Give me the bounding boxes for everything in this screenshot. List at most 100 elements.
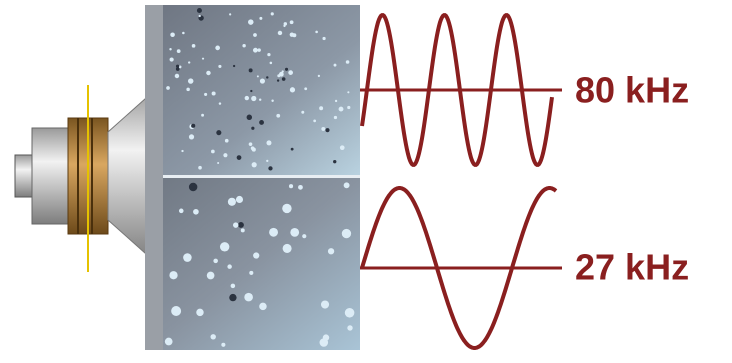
bubble [335, 100, 337, 102]
bubble [290, 20, 294, 24]
bubble [166, 86, 170, 90]
transducer [15, 85, 155, 272]
diagram: 80 kHz 27 kHz [0, 0, 732, 363]
bubble [259, 99, 261, 101]
bubble [199, 15, 201, 17]
bubble [197, 8, 202, 13]
bubble [259, 17, 262, 20]
bubble [249, 271, 253, 275]
bubble [228, 198, 236, 206]
bubble [182, 32, 185, 35]
bubble [231, 284, 236, 289]
bubble [229, 294, 236, 301]
bubble [229, 13, 231, 15]
bubble [257, 75, 259, 77]
bubble [169, 271, 177, 279]
bubble [198, 166, 202, 170]
bubble [170, 32, 175, 37]
bubble [278, 31, 282, 35]
bubble [176, 65, 179, 68]
bubble [339, 107, 344, 112]
bubble [218, 65, 221, 68]
bubble [183, 253, 192, 262]
bubble [225, 139, 229, 143]
bubble [251, 96, 256, 101]
bubble [313, 120, 316, 123]
bubble [227, 264, 231, 268]
bubble [347, 106, 350, 109]
bubble [334, 64, 337, 67]
bubble [271, 12, 274, 15]
bubble [304, 87, 307, 90]
frequency-label: 27 kHz [575, 247, 689, 288]
bubble [318, 75, 320, 77]
bubble [186, 88, 190, 92]
bubble [283, 25, 285, 27]
bubble [211, 150, 215, 154]
bubble [223, 153, 227, 157]
bubble [171, 306, 181, 316]
bubble [270, 62, 273, 65]
bubble [202, 58, 204, 60]
bubble [333, 160, 336, 163]
bubble [193, 209, 199, 215]
bubble [250, 90, 252, 92]
bubble [220, 242, 229, 251]
bubble [181, 150, 183, 152]
bubble [249, 142, 253, 146]
page: 80 kHz 27 kHz (() => { const data = JSON… [0, 0, 732, 363]
bubble [342, 229, 351, 238]
bubble [259, 303, 266, 310]
bubble [285, 68, 288, 71]
bubble [319, 106, 323, 110]
bubble [340, 145, 345, 150]
bubble [221, 343, 225, 347]
bubble [282, 70, 284, 72]
bubble [215, 46, 220, 51]
bubble [177, 49, 181, 53]
bubble [189, 134, 194, 139]
bubble [321, 127, 325, 131]
bubble [266, 140, 271, 145]
bubble [217, 162, 219, 164]
bubble [188, 61, 190, 63]
bubble [252, 162, 257, 167]
bubble [302, 234, 306, 238]
bubble [241, 228, 245, 232]
bubble [175, 74, 179, 78]
bubble [266, 76, 268, 78]
bubble [301, 111, 304, 114]
bubble [219, 102, 221, 104]
bubble [266, 160, 268, 162]
bubble [347, 325, 352, 330]
bubble [170, 57, 174, 61]
bubble [347, 91, 349, 93]
bubble [257, 48, 260, 51]
bubble [328, 248, 334, 254]
bubble [207, 272, 215, 280]
bubble [233, 65, 235, 67]
bubble [188, 78, 193, 83]
bubble [334, 116, 337, 119]
bubble [291, 148, 294, 151]
bubble [213, 259, 218, 264]
bubble [247, 115, 252, 120]
bubble [251, 146, 255, 150]
bubble [244, 293, 253, 302]
bubble [290, 32, 294, 36]
bubble [253, 48, 258, 53]
bubble [290, 228, 299, 237]
bubble [249, 68, 253, 72]
bubble [189, 183, 197, 191]
bubble [277, 79, 279, 81]
bubble [242, 44, 245, 47]
bubble [260, 78, 265, 83]
bubble [345, 308, 355, 318]
bubble [283, 244, 292, 253]
bubble [276, 114, 280, 118]
bubble [196, 309, 203, 316]
bubble [165, 338, 173, 346]
bubble [251, 127, 254, 130]
bubble [289, 184, 293, 188]
bubble [201, 114, 204, 117]
